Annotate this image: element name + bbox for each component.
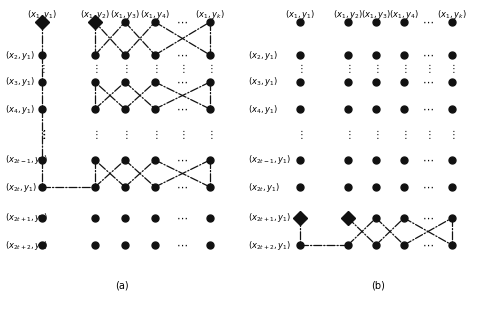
Text: $\vdots$: $\vdots$: [152, 128, 158, 141]
Text: $(x_1,y_1)$: $(x_1,y_1)$: [285, 8, 315, 21]
Text: $(x_{2t+1},y_1)$: $(x_{2t+1},y_1)$: [248, 212, 291, 225]
Text: $(x_1,y_k)$: $(x_1,y_k)$: [437, 8, 467, 21]
Text: $\cdots$: $\cdots$: [422, 104, 434, 114]
Text: $(x_1,y_1)$: $(x_1,y_1)$: [27, 8, 57, 21]
Text: $\vdots$: $\vdots$: [122, 62, 128, 75]
Text: $(x_1,y_4)$: $(x_1,y_4)$: [389, 8, 419, 21]
Text: $\vdots$: $\vdots$: [344, 62, 352, 75]
Text: $\cdots$: $\cdots$: [176, 155, 188, 165]
Text: $\vdots$: $\vdots$: [296, 62, 304, 75]
Text: $(x_1,y_3)$: $(x_1,y_3)$: [110, 8, 140, 21]
Text: $(x_{2t-1},y_1)$: $(x_{2t-1},y_1)$: [5, 154, 48, 166]
Text: $\vdots$: $\vdots$: [400, 128, 407, 141]
Text: $\cdots$: $\cdots$: [176, 213, 188, 223]
Text: $\cdots$: $\cdots$: [422, 155, 434, 165]
Text: $\vdots$: $\vdots$: [122, 128, 128, 141]
Text: $\cdots$: $\cdots$: [176, 77, 188, 87]
Text: $(x_1,y_2)$: $(x_1,y_2)$: [80, 8, 110, 21]
Text: $(x_1,y_4)$: $(x_1,y_4)$: [140, 8, 170, 21]
Text: $\cdots$: $\cdots$: [422, 182, 434, 192]
Text: $(x_4,y_1)$: $(x_4,y_1)$: [248, 102, 278, 116]
Text: $(x_2,y_1)$: $(x_2,y_1)$: [248, 48, 278, 62]
Text: $\cdots$: $\cdots$: [176, 104, 188, 114]
Text: $\vdots$: $\vdots$: [206, 128, 214, 141]
Text: $(x_4,y_1)$: $(x_4,y_1)$: [5, 102, 35, 116]
Text: $\vdots$: $\vdots$: [152, 62, 158, 75]
Text: $\vdots$: $\vdots$: [178, 128, 186, 141]
Text: $(x_3,y_1)$: $(x_3,y_1)$: [5, 75, 35, 89]
Text: $\cdots$: $\cdots$: [422, 240, 434, 250]
Text: $\vdots$: $\vdots$: [424, 128, 432, 141]
Text: $(x_1,y_2)$: $(x_1,y_2)$: [333, 8, 363, 21]
Text: (a): (a): [115, 280, 129, 290]
Text: $\vdots$: $\vdots$: [38, 128, 46, 141]
Text: $\cdots$: $\cdots$: [176, 182, 188, 192]
Text: $(x_1,y_k)$: $(x_1,y_k)$: [195, 8, 225, 21]
Text: $(x_{2t+2},y_1)$: $(x_{2t+2},y_1)$: [248, 239, 291, 252]
Text: $\cdots$: $\cdots$: [422, 213, 434, 223]
Text: $\vdots$: $\vdots$: [424, 62, 432, 75]
Text: $\vdots$: $\vdots$: [344, 128, 352, 141]
Text: $\vdots$: $\vdots$: [372, 128, 380, 141]
Text: $\vdots$: $\vdots$: [92, 128, 98, 141]
Text: $\vdots$: $\vdots$: [206, 62, 214, 75]
Text: $\cdots$: $\cdots$: [176, 17, 188, 27]
Text: $\vdots$: $\vdots$: [178, 62, 186, 75]
Text: $\vdots$: $\vdots$: [448, 128, 456, 141]
Text: $\cdots$: $\cdots$: [176, 240, 188, 250]
Text: $(x_1,y_3)$: $(x_1,y_3)$: [361, 8, 391, 21]
Text: $(x_{2t},y_1)$: $(x_{2t},y_1)$: [5, 181, 38, 193]
Text: $(x_2,y_1)$: $(x_2,y_1)$: [5, 48, 35, 62]
Text: $(x_{2t+2},y_1)$: $(x_{2t+2},y_1)$: [5, 239, 48, 252]
Text: $\vdots$: $\vdots$: [372, 62, 380, 75]
Text: $\vdots$: $\vdots$: [296, 128, 304, 141]
Text: $(x_{2t},y_1)$: $(x_{2t},y_1)$: [248, 181, 280, 193]
Text: $(x_{2t+1},y_1)$: $(x_{2t+1},y_1)$: [5, 212, 48, 225]
Text: $\cdots$: $\cdots$: [176, 50, 188, 60]
Text: $\vdots$: $\vdots$: [400, 62, 407, 75]
Text: $\cdots$: $\cdots$: [422, 17, 434, 27]
Text: (b): (b): [371, 280, 385, 290]
Text: $\vdots$: $\vdots$: [448, 62, 456, 75]
Text: $\vdots$: $\vdots$: [38, 128, 46, 141]
Text: $\cdots$: $\cdots$: [422, 77, 434, 87]
Text: $\vdots$: $\vdots$: [38, 62, 46, 75]
Text: $\vdots$: $\vdots$: [92, 62, 98, 75]
Text: $(x_3,y_1)$: $(x_3,y_1)$: [248, 75, 278, 89]
Text: $\cdots$: $\cdots$: [422, 50, 434, 60]
Text: $(x_{2t-1},y_1)$: $(x_{2t-1},y_1)$: [248, 154, 291, 166]
